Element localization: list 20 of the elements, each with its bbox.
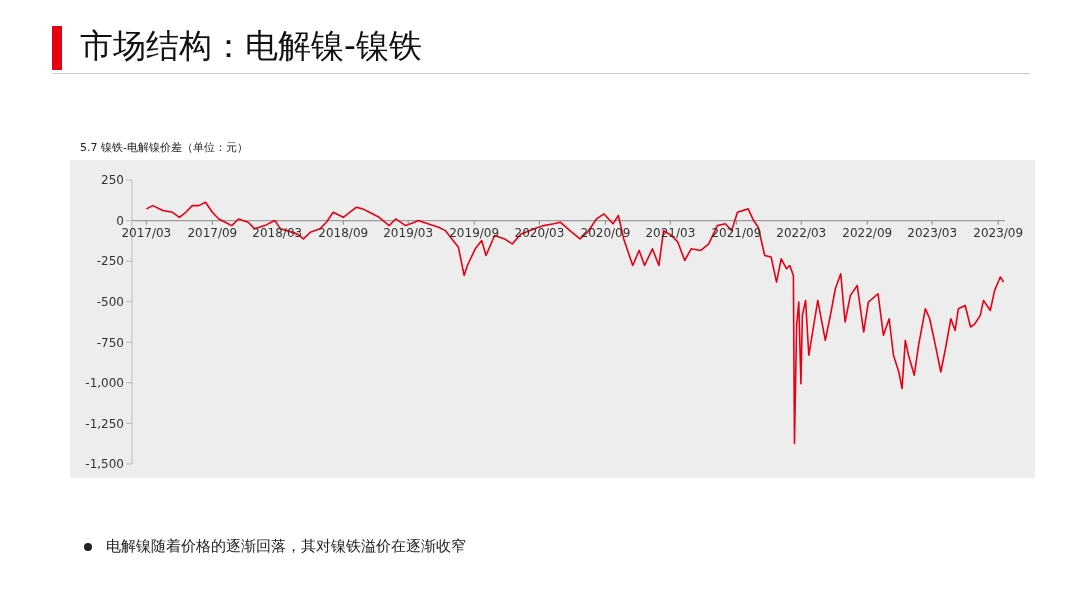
y-tick-label: -500 bbox=[96, 294, 124, 309]
y-tick-label: -1,000 bbox=[85, 376, 124, 391]
chart-title: 市场结构：电解镍-镍铁 bbox=[80, 25, 422, 67]
x-tick-label: 2022/09 bbox=[842, 225, 893, 240]
x-tick-label: 2019/09 bbox=[449, 225, 500, 240]
y-tick-label: 250 bbox=[101, 173, 124, 188]
y-tick-label: -250 bbox=[96, 254, 124, 269]
x-tick-label: 2017/09 bbox=[187, 225, 238, 240]
y-tick-label: -1,250 bbox=[85, 416, 124, 431]
y-tick-label: -1,500 bbox=[85, 457, 124, 472]
text: 电解镍随着价格的逐渐回落，其对镍铁溢价在逐渐收窄 bbox=[106, 537, 466, 556]
x-tick-label: 2017/03 bbox=[121, 225, 172, 240]
x-tick-label: 2023/03 bbox=[907, 225, 958, 240]
y-tick-label: 0 bbox=[116, 213, 124, 228]
x-tick-label: 2019/03 bbox=[383, 225, 434, 240]
x-tick-label: 2018/09 bbox=[318, 225, 369, 240]
x-tick-label: 2022/03 bbox=[776, 225, 827, 240]
x-tick-label: 2023/09 bbox=[973, 225, 1024, 240]
y-tick-label: -750 bbox=[96, 335, 124, 350]
chart-subtitle: 5.7 镍铁-电解镍价差（单位：元） bbox=[80, 140, 248, 155]
